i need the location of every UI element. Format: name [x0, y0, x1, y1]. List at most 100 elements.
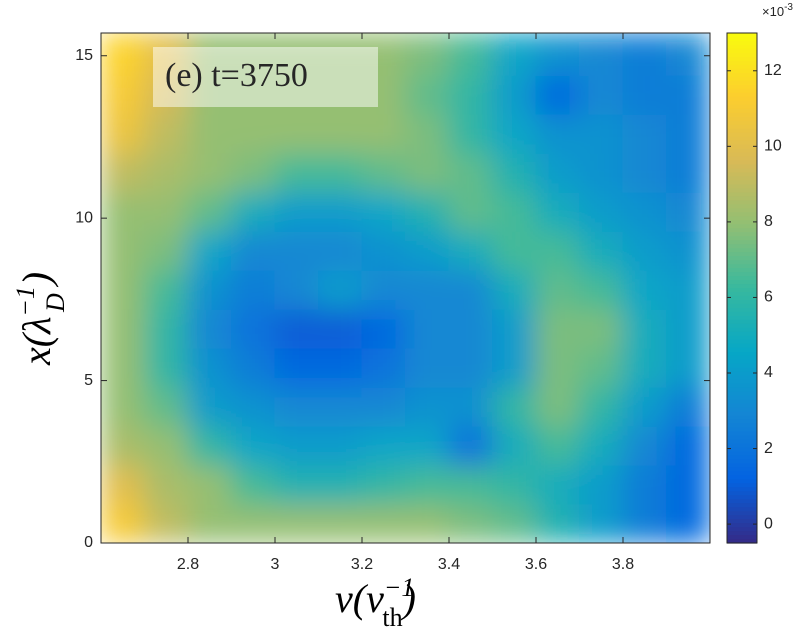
heatmap-cell: [448, 308, 493, 349]
heatmap-cell: [361, 425, 406, 466]
colorbar-scale: ×10-3: [762, 2, 793, 19]
colorbar-swatch: [727, 228, 757, 233]
colorbar-swatch: [727, 184, 757, 189]
colorbar-swatch: [727, 519, 757, 524]
heatmap-cell: [274, 113, 319, 154]
colorbar-tick-label: 12: [764, 62, 782, 79]
heatmap-cell: [666, 464, 710, 505]
colorbar-swatch: [727, 56, 757, 62]
colorbar-swatch: [727, 523, 757, 528]
heatmap-cell: [448, 386, 493, 427]
colorbar-swatch: [727, 144, 757, 150]
heatmap-cell: [535, 503, 580, 543]
heatmap-cell: [405, 152, 450, 193]
heatmap-cell: [492, 425, 537, 466]
annotation-box: [153, 47, 378, 107]
heatmap-cell: [318, 269, 363, 310]
heatmap-cell: [622, 347, 667, 388]
heatmap-cell: [492, 33, 537, 76]
colorbar-swatch: [727, 463, 757, 468]
colorbar-swatch: [727, 467, 757, 472]
heatmap-cell: [579, 191, 624, 232]
colorbar-swatch: [727, 535, 757, 540]
heatmap-cell: [535, 74, 580, 115]
heatmap-cell: [274, 425, 319, 466]
heatmap-cell: [622, 308, 667, 349]
heatmap-cell: [318, 230, 363, 271]
colorbar-swatch: [727, 84, 757, 90]
heatmap-cell: [101, 113, 145, 154]
heatmap-cell: [274, 347, 319, 388]
heatmap-cell: [579, 74, 624, 115]
colorbar-swatch: [727, 232, 757, 237]
colorbar-swatch: [727, 116, 757, 122]
colorbar-swatch: [727, 248, 757, 253]
heatmap-cell: [231, 113, 276, 154]
colorbar-swatch: [727, 427, 757, 433]
heatmap-cell: [448, 152, 493, 193]
heatmap-cell: [318, 503, 363, 543]
colorbar-swatch: [727, 268, 757, 273]
heatmap-cell: [361, 152, 406, 193]
heatmap-cell: [101, 74, 145, 115]
heatmap-cell: [231, 386, 276, 427]
colorbar-swatch: [727, 40, 757, 46]
heatmap-cell: [448, 33, 493, 76]
colorbar-swatch: [727, 168, 757, 174]
heatmap-cell: [144, 269, 189, 310]
heatmap-cell: [101, 308, 145, 349]
colorbar-swatch: [727, 415, 757, 421]
colorbar-swatch: [727, 311, 757, 317]
heatmap-cell: [448, 269, 493, 310]
heatmap-cell: [231, 347, 276, 388]
heatmap-cell: [448, 464, 493, 505]
heatmap-cell: [492, 347, 537, 388]
y-label-sub: D: [41, 293, 70, 313]
heatmap-cell: [666, 269, 710, 310]
heatmap-cell: [361, 464, 406, 505]
colorbar-swatch: [727, 527, 757, 532]
heatmap-cell: [579, 386, 624, 427]
heatmap-cell: [579, 152, 624, 193]
colorbar-swatch: [727, 439, 757, 444]
heatmap-cell: [231, 308, 276, 349]
x-tick-label: 3.6: [525, 556, 547, 573]
colorbar-swatch: [727, 104, 757, 110]
colorbar-swatch: [727, 355, 757, 361]
colorbar-swatch: [727, 459, 757, 464]
heatmap-cell: [535, 191, 580, 232]
heatmap-cell: [492, 74, 537, 115]
heatmap-cell: [274, 464, 319, 505]
colorbar-swatch: [727, 96, 757, 102]
colorbar-swatch: [727, 367, 757, 373]
x-label-sub: th: [382, 603, 402, 632]
heatmap-cell: [579, 425, 624, 466]
heatmap-cell: [535, 33, 580, 76]
colorbar-swatch: [727, 52, 757, 58]
heatmap-cell: [492, 386, 537, 427]
colorbar-swatch: [727, 339, 757, 345]
colorbar-swatch: [727, 359, 757, 365]
heatmap-cell: [492, 230, 537, 271]
heatmap-cell: [535, 308, 580, 349]
heatmap-cell: [448, 230, 493, 271]
heatmap-cell: [579, 308, 624, 349]
heatmap-cell: [144, 308, 189, 349]
colorbar-swatch: [727, 319, 757, 325]
heatmap-cell: [361, 191, 406, 232]
heatmap-cell: [492, 113, 537, 154]
colorbar-swatch: [727, 152, 757, 158]
colorbar-swatch: [727, 256, 757, 261]
heatmap-cell: [187, 347, 232, 388]
heatmap-cell: [318, 464, 363, 505]
heatmap-cell: [535, 269, 580, 310]
heatmap-cell: [187, 425, 232, 466]
heatmap-cell: [492, 269, 537, 310]
heatmap-cell: [666, 33, 710, 76]
heatmap-cell: [187, 269, 232, 310]
heatmap-cell: [579, 33, 624, 76]
colorbar-swatch: [727, 407, 757, 413]
heatmap-cell: [666, 191, 710, 232]
colorbar-swatch: [727, 216, 757, 221]
heatmap-cell: [187, 230, 232, 271]
